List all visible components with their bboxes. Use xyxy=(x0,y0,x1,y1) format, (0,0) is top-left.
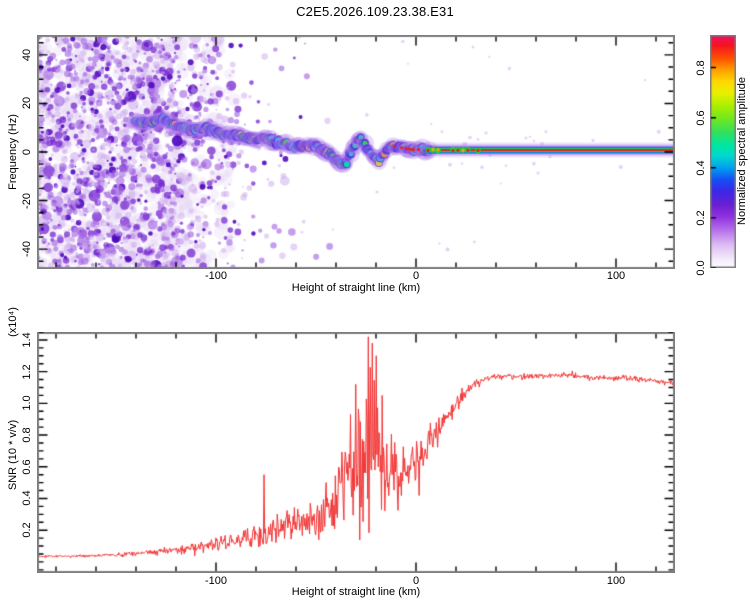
y-tick-label: 40 xyxy=(21,48,33,62)
x-tick-label: 100 xyxy=(606,575,626,587)
colorbar-tick-label: 0.0 xyxy=(695,260,707,276)
snr-y-axis-label: SNR (10 * v/v) xyxy=(7,419,19,491)
y-tick-label: 0.4 xyxy=(21,490,33,507)
x-tick-label: 0 xyxy=(412,575,420,587)
colorbar-tick-label: 0.8 xyxy=(695,59,707,76)
y-tick-label: 0.6 xyxy=(21,459,33,475)
snr-y-axis-scale-label: (x10⁴) xyxy=(7,307,19,337)
colorbar xyxy=(710,35,736,268)
y-tick-label: 0.2 xyxy=(21,522,33,538)
colorbar-label: Normalized spectral amplitude xyxy=(736,77,748,225)
y-tick-label: 1.4 xyxy=(21,332,33,348)
spectrogram-canvas xyxy=(37,35,675,269)
x-tick-label: 100 xyxy=(606,270,626,282)
spectrogram-x-axis-label: Height of straight line (km) xyxy=(291,282,421,294)
y-tick-label: 1.2 xyxy=(21,363,33,380)
colorbar-tick-label: 0.6 xyxy=(695,110,707,126)
figure-title: C2E5.2026.109.23.38.E31 xyxy=(296,4,454,19)
snr-x-axis-label: Height of straight line (km) xyxy=(291,586,421,598)
colorbar-tick-label: 0.2 xyxy=(695,210,707,226)
y-tick-label: -20 xyxy=(21,192,33,209)
y-tick-label: 0.8 xyxy=(21,427,33,443)
x-tick-label: -100 xyxy=(204,575,228,587)
y-tick-label: 1.0 xyxy=(21,395,33,411)
x-tick-label: 0 xyxy=(412,270,420,282)
y-tick-label: 0 xyxy=(21,148,33,156)
spectrogram-y-axis-label: Frequency (Hz) xyxy=(7,114,19,190)
snr-canvas xyxy=(37,332,675,573)
y-tick-label: -40 xyxy=(21,241,33,258)
colorbar-tick-label: 0.4 xyxy=(695,160,707,176)
y-tick-label: 20 xyxy=(21,97,33,110)
x-tick-label: -100 xyxy=(204,270,228,282)
